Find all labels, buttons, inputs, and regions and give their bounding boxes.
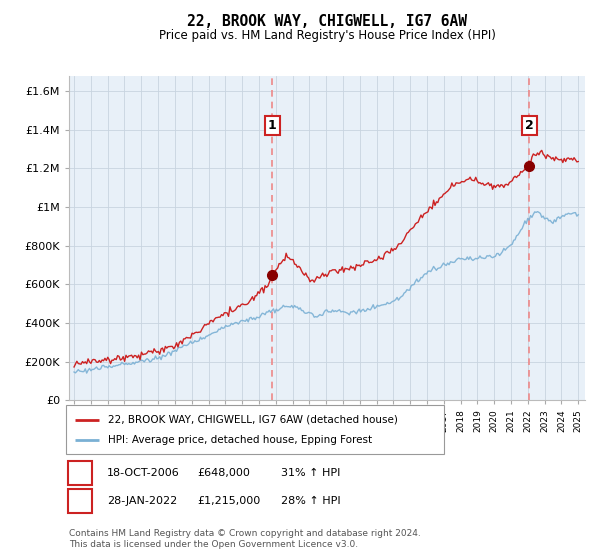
Text: Contains HM Land Registry data © Crown copyright and database right 2024.
This d: Contains HM Land Registry data © Crown c… bbox=[69, 529, 421, 549]
Text: 28% ↑ HPI: 28% ↑ HPI bbox=[281, 496, 340, 506]
Text: £648,000: £648,000 bbox=[197, 468, 250, 478]
Text: 1: 1 bbox=[76, 466, 84, 480]
Text: 2: 2 bbox=[76, 494, 84, 508]
Text: 22, BROOK WAY, CHIGWELL, IG7 6AW (detached house): 22, BROOK WAY, CHIGWELL, IG7 6AW (detach… bbox=[108, 415, 398, 424]
Text: HPI: Average price, detached house, Epping Forest: HPI: Average price, detached house, Eppi… bbox=[108, 435, 372, 445]
Text: 31% ↑ HPI: 31% ↑ HPI bbox=[281, 468, 340, 478]
Text: £1,215,000: £1,215,000 bbox=[197, 496, 260, 506]
Text: 1: 1 bbox=[268, 119, 277, 132]
Text: 22, BROOK WAY, CHIGWELL, IG7 6AW: 22, BROOK WAY, CHIGWELL, IG7 6AW bbox=[187, 14, 467, 29]
Text: 18-OCT-2006: 18-OCT-2006 bbox=[107, 468, 179, 478]
Text: Price paid vs. HM Land Registry's House Price Index (HPI): Price paid vs. HM Land Registry's House … bbox=[158, 29, 496, 42]
Text: 28-JAN-2022: 28-JAN-2022 bbox=[107, 496, 177, 506]
Text: 2: 2 bbox=[525, 119, 533, 132]
